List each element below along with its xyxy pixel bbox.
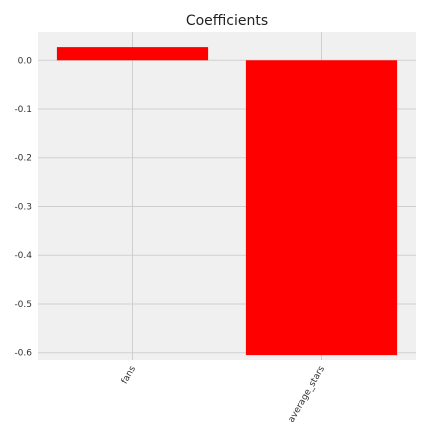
- y-tick-label: -0.5: [14, 300, 32, 310]
- y-tick-label: 0.0: [18, 56, 33, 66]
- x-tick-label: average_stars: [287, 364, 328, 424]
- chart-title: Coefficients: [186, 13, 268, 29]
- x-tick-label: fans: [120, 364, 138, 386]
- x-tick-labels: fans average_stars: [120, 364, 327, 424]
- y-tick-label: -0.2: [14, 154, 32, 164]
- bar-fans: [56, 47, 209, 61]
- y-tick-labels: 0.0 -0.1 -0.2 -0.3 -0.4 -0.5 -0.6: [14, 56, 32, 358]
- y-tick-label: -0.3: [14, 202, 32, 212]
- y-tick-label: -0.6: [14, 349, 32, 359]
- y-tick-label: -0.1: [14, 105, 32, 115]
- y-tick-label: -0.4: [14, 251, 32, 261]
- bars: [56, 47, 398, 356]
- bar-average-stars: [245, 60, 398, 356]
